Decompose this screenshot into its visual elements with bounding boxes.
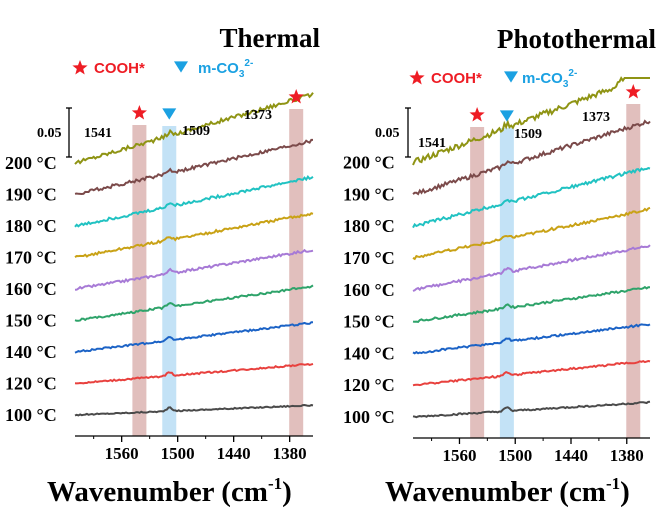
series-label: 140 °C xyxy=(343,343,395,363)
band-1509 xyxy=(499,128,514,438)
legend-mco3-triangle-icon xyxy=(504,71,518,83)
legend-cooh-label: COOH* xyxy=(431,70,482,87)
series-line xyxy=(74,248,314,291)
series-line xyxy=(412,323,651,355)
series-line xyxy=(412,285,650,323)
series-label: 170 °C xyxy=(343,248,395,268)
cooh-star-icon xyxy=(625,84,641,99)
x-axis-title: Wavenumber (cm-1) xyxy=(385,474,630,508)
series-line xyxy=(412,76,650,166)
legend-mco3-label: m-CO32- xyxy=(198,58,253,80)
series-label: 150 °C xyxy=(5,311,57,331)
series-label: 100 °C xyxy=(5,405,57,425)
cooh-star-icon xyxy=(288,89,304,104)
band-1541 xyxy=(132,125,147,436)
series-line xyxy=(412,359,651,387)
cooh-star-icon xyxy=(469,107,485,122)
band-1373 xyxy=(289,109,304,436)
series-line xyxy=(74,174,314,228)
series-line xyxy=(74,138,313,196)
series-label: 170 °C xyxy=(5,248,57,268)
legend-mco3-triangle-icon xyxy=(174,61,188,73)
x-tick-label: 1440 xyxy=(217,444,251,463)
x-tick-label: 1440 xyxy=(554,446,588,465)
panel-title: Thermal xyxy=(220,23,321,53)
series-label: 180 °C xyxy=(5,216,57,236)
series-label: 120 °C xyxy=(343,375,395,395)
legend-cooh-star-icon xyxy=(409,70,425,85)
mco3-triangle-icon xyxy=(499,110,514,122)
band-1373 xyxy=(626,104,641,438)
series-label: 180 °C xyxy=(343,216,395,236)
chart-panel-thermal: Thermal 100 °C 120 °C 140 °C 150 °C 160 °C 170… xyxy=(5,23,320,508)
series-line xyxy=(74,212,314,258)
series-label: 160 °C xyxy=(5,279,57,299)
band-label: 1541 xyxy=(418,136,446,151)
series-line xyxy=(412,167,651,229)
band-label: 1509 xyxy=(182,124,210,139)
x-tick-label: 1380 xyxy=(273,444,307,463)
series-line xyxy=(412,119,651,196)
legend-cooh-label: COOH* xyxy=(94,60,145,77)
x-tick-label: 1500 xyxy=(161,444,195,463)
x-axis-title: Wavenumber (cm-1) xyxy=(47,474,292,508)
series-label: 140 °C xyxy=(5,342,57,362)
series-line xyxy=(74,403,314,417)
series-label: 190 °C xyxy=(5,185,57,205)
legend-mco3-label: m-CO32- xyxy=(522,68,577,90)
chart-panel-photothermal: Photothermal 100 °C 120 °C 140 °C 150 °C 160 … xyxy=(343,24,656,508)
band-1541 xyxy=(470,127,485,438)
band-label: 1373 xyxy=(582,110,610,125)
x-tick-label: 1560 xyxy=(442,446,476,465)
series-label: 190 °C xyxy=(343,184,395,204)
cooh-star-icon xyxy=(131,105,147,120)
series-line xyxy=(74,321,313,354)
series-line xyxy=(412,400,651,419)
panel-title: Photothermal xyxy=(497,24,656,54)
series-line xyxy=(74,284,314,322)
series-label: 120 °C xyxy=(5,374,57,394)
scale-bar-label: 0.05 xyxy=(37,126,62,141)
series-label: 200 °C xyxy=(343,153,395,173)
x-tick-label: 1500 xyxy=(498,446,532,465)
scale-bar-label: 0.05 xyxy=(375,126,400,141)
series-line xyxy=(74,92,314,165)
series-label: 150 °C xyxy=(343,312,395,332)
x-tick-label: 1560 xyxy=(105,444,139,463)
series-label: 100 °C xyxy=(343,407,395,427)
band-label: 1541 xyxy=(84,126,112,141)
x-tick-label: 1380 xyxy=(610,446,644,465)
band-label: 1373 xyxy=(244,108,272,123)
band-label: 1509 xyxy=(514,127,542,142)
series-line xyxy=(412,244,651,292)
series-label: 200 °C xyxy=(5,153,57,173)
mco3-triangle-icon xyxy=(162,108,177,120)
series-line xyxy=(74,362,314,385)
legend-cooh-star-icon xyxy=(72,60,88,75)
series-label: 160 °C xyxy=(343,280,395,300)
series-line xyxy=(412,206,651,261)
